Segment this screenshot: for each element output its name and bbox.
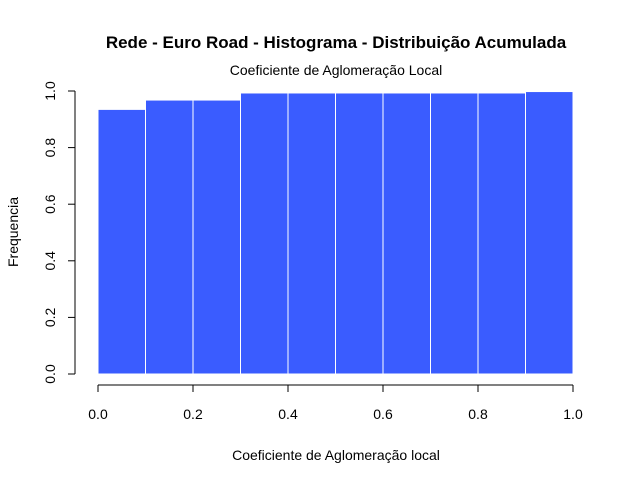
chart-title: Rede - Euro Road - Histograma - Distribu… <box>106 33 567 52</box>
y-tick-label: 0.6 <box>42 194 58 214</box>
bars-group <box>97 91 574 375</box>
histogram-bar <box>335 92 384 375</box>
x-tick-label: 0.2 <box>183 406 203 422</box>
y-axis: 0.0 0.2 0.4 0.6 0.8 1.0 <box>42 81 76 384</box>
histogram-bar <box>525 91 574 375</box>
histogram-bar <box>477 92 526 375</box>
histogram-bar <box>192 99 241 375</box>
y-tick-label: 0.8 <box>42 138 58 158</box>
histogram-bar <box>430 92 479 375</box>
chart-subtitle: Coeficiente de Aglomeração Local <box>230 62 442 78</box>
histogram-bar <box>145 99 194 375</box>
x-axis: 0.0 0.2 0.4 0.6 0.8 1.0 <box>88 384 583 422</box>
histogram-bar <box>240 92 289 375</box>
x-tick-label: 1.0 <box>563 406 583 422</box>
y-tick-label: 0.4 <box>42 251 58 271</box>
x-axis-label: Coeficiente de Aglomeração local <box>232 447 440 463</box>
y-tick-label: 0.0 <box>42 364 58 384</box>
x-tick-label: 0.0 <box>88 406 108 422</box>
y-tick-label: 0.2 <box>42 307 58 327</box>
histogram-bar <box>287 92 336 375</box>
x-tick-label: 0.6 <box>373 406 393 422</box>
x-tick-label: 0.8 <box>468 406 488 422</box>
y-tick-label: 1.0 <box>42 81 58 101</box>
x-tick-label: 0.4 <box>278 406 298 422</box>
y-axis-label: Frequencia <box>5 197 21 267</box>
histogram-bar <box>382 92 431 375</box>
histogram-bar <box>97 108 146 375</box>
